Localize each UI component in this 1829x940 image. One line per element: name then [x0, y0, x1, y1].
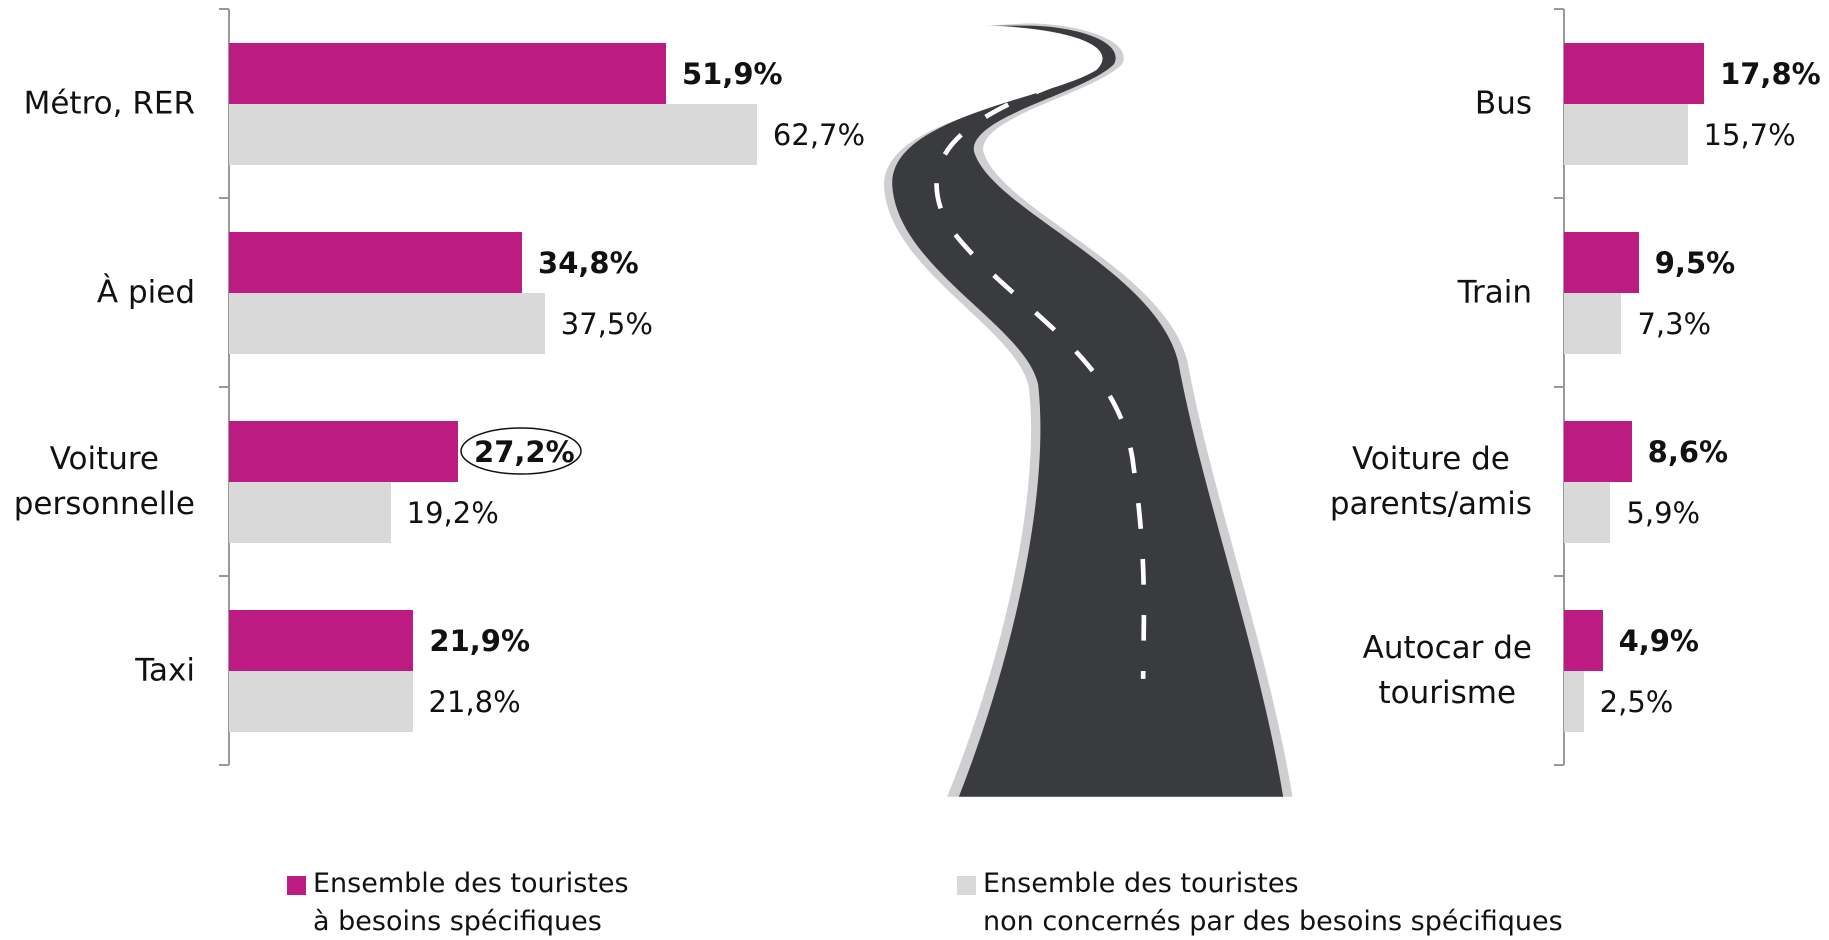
- legend-label: Ensemble des touristes à besoins spécifi…: [313, 868, 629, 937]
- highlight-ellipse: [460, 427, 582, 475]
- value-label: 34,8%: [538, 245, 639, 280]
- bar: [1564, 232, 1639, 293]
- bar: [229, 671, 413, 732]
- value-label: 8,6%: [1647, 434, 1729, 469]
- bar: [1564, 43, 1705, 104]
- category-label: À pied: [96, 274, 195, 311]
- value-label: 19,2%: [406, 495, 499, 530]
- bar: [1564, 671, 1584, 732]
- category-label: Métro, RER: [23, 85, 195, 122]
- category-label: Voiture personnelle: [13, 441, 195, 522]
- bar: [229, 104, 757, 165]
- value-label: 2,5%: [1599, 684, 1674, 719]
- bar: [229, 421, 459, 482]
- legend-label: Ensemble des touristes non concernés par…: [983, 868, 1563, 937]
- value-label: 7,3%: [1637, 306, 1712, 341]
- bar: [1564, 482, 1611, 543]
- value-label: 4,9%: [1618, 623, 1699, 658]
- value-label: 21,9%: [429, 623, 530, 658]
- category-label: Autocar de tourisme: [1362, 630, 1532, 711]
- value-label: 51,9%: [681, 56, 783, 91]
- road: [884, 23, 1293, 797]
- bar: [229, 43, 666, 104]
- category-label: Train: [1457, 274, 1532, 311]
- value-label: 27,2%: [474, 434, 575, 469]
- category-label: Voiture de parents/amis: [1329, 441, 1532, 522]
- bar: [1564, 421, 1632, 482]
- value-label: 37,5%: [560, 306, 653, 341]
- bar: [1564, 610, 1603, 671]
- bar: [1564, 293, 1622, 354]
- bar: [229, 610, 414, 671]
- bar: [1564, 104, 1688, 165]
- value-label: 17,8%: [1720, 56, 1821, 91]
- bar: [229, 293, 545, 354]
- value-label: 21,8%: [428, 684, 521, 719]
- value-label: 5,9%: [1626, 495, 1701, 530]
- value-label: 15,7%: [1703, 117, 1796, 152]
- legend-swatch: [957, 876, 976, 895]
- value-label: 9,5%: [1654, 245, 1736, 280]
- road-markings: [934, 32, 1147, 679]
- category-label: Taxi: [135, 652, 195, 689]
- road-surface: [892, 25, 1284, 797]
- category-label: Bus: [1474, 85, 1532, 122]
- value-label: 62,7%: [772, 117, 866, 152]
- legend-swatch: [287, 876, 306, 895]
- bar: [229, 482, 391, 543]
- bar: [229, 232, 523, 293]
